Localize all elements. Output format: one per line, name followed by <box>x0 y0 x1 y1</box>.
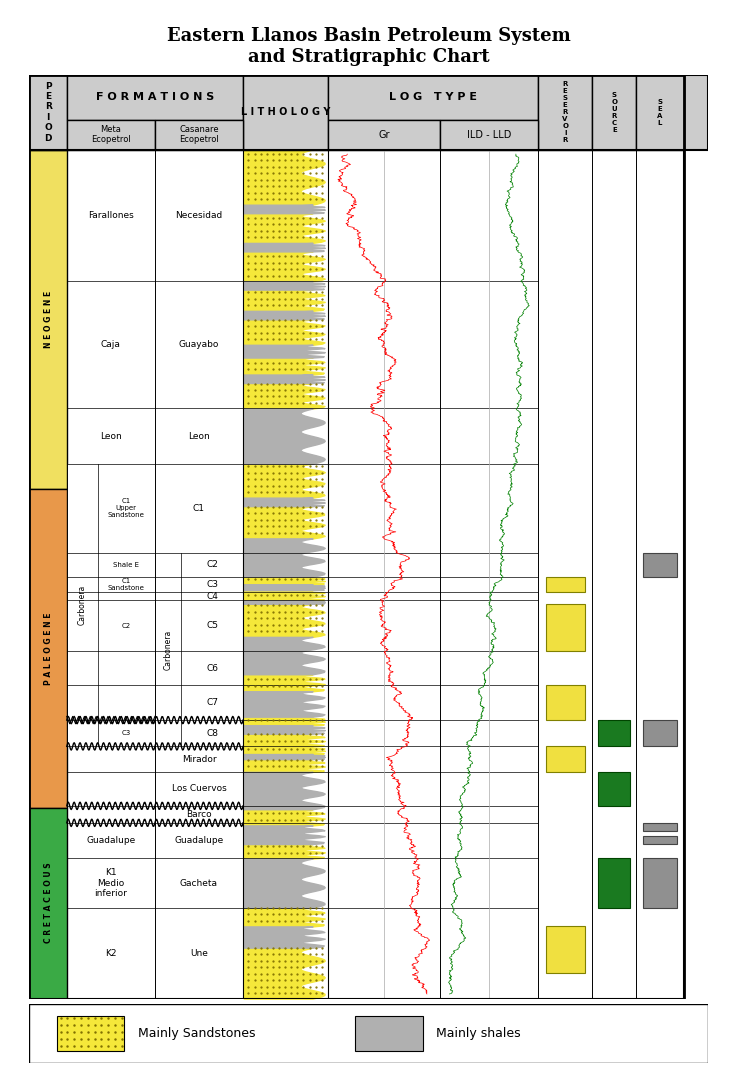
Text: Une: Une <box>190 948 208 958</box>
Text: Necesidad: Necesidad <box>175 210 223 220</box>
Text: Eastern Llanos Basin Petroleum System
and Stratigraphic Chart: Eastern Llanos Basin Petroleum System an… <box>167 27 570 65</box>
Text: C6: C6 <box>206 664 218 673</box>
Bar <box>643 553 677 577</box>
Text: Leon: Leon <box>188 431 210 441</box>
Bar <box>67 75 243 120</box>
Text: C1: C1 <box>193 504 205 513</box>
Text: C3: C3 <box>206 580 218 588</box>
Text: Mainly shales: Mainly shales <box>436 1026 521 1040</box>
Text: Guadalupe: Guadalupe <box>175 836 223 845</box>
Bar <box>243 150 328 999</box>
Text: Mirador: Mirador <box>182 755 216 764</box>
Bar <box>243 75 328 150</box>
Text: Carbonera: Carbonera <box>77 585 87 625</box>
Text: S
E
A
L: S E A L <box>657 98 663 126</box>
Bar <box>643 859 677 908</box>
Text: C7: C7 <box>206 698 218 707</box>
Text: P
E
R
I
O
D: P E R I O D <box>44 81 52 143</box>
Bar <box>643 835 677 844</box>
Bar <box>643 720 677 747</box>
Text: Guayabo: Guayabo <box>179 341 219 349</box>
Text: Meta
Ecopetrol: Meta Ecopetrol <box>91 125 130 144</box>
Text: Guadalupe: Guadalupe <box>86 836 136 845</box>
Text: Shale E: Shale E <box>113 562 139 568</box>
Bar <box>328 75 538 120</box>
Bar <box>355 1016 423 1051</box>
Bar <box>538 75 593 150</box>
Text: C3: C3 <box>122 731 131 736</box>
Text: F O R M A T I O N S: F O R M A T I O N S <box>96 92 214 103</box>
Text: Casanare
Ecopetrol: Casanare Ecopetrol <box>179 125 219 144</box>
Text: ILD - LLD: ILD - LLD <box>467 129 511 140</box>
Bar <box>67 120 155 150</box>
Bar <box>545 686 584 720</box>
Bar <box>636 75 684 150</box>
Text: L I T H O L O G Y: L I T H O L O G Y <box>241 107 330 117</box>
Bar <box>545 926 584 973</box>
Text: Mainly Sandstones: Mainly Sandstones <box>138 1026 256 1040</box>
Text: C2: C2 <box>122 623 131 629</box>
Text: C4: C4 <box>206 592 218 600</box>
Text: Barco: Barco <box>186 810 212 819</box>
Text: Leon: Leon <box>100 431 122 441</box>
Bar <box>440 120 538 150</box>
Text: K2: K2 <box>105 948 116 958</box>
Bar <box>29 75 67 150</box>
Text: C2: C2 <box>206 561 218 569</box>
Text: C1
Sandstone: C1 Sandstone <box>108 578 144 591</box>
Text: C1
Upper
Sandstone: C1 Upper Sandstone <box>108 499 144 518</box>
Bar <box>545 747 584 772</box>
Bar <box>545 603 584 651</box>
Bar <box>598 859 630 908</box>
Text: C8: C8 <box>206 728 218 738</box>
Bar <box>643 822 677 831</box>
Text: N E O G E N E: N E O G E N E <box>43 290 52 348</box>
Bar <box>243 150 328 999</box>
Bar <box>57 1016 125 1051</box>
Bar <box>67 464 155 747</box>
Text: Carbonera: Carbonera <box>164 629 172 670</box>
Bar <box>593 75 636 150</box>
Bar <box>29 150 67 489</box>
Bar <box>155 120 243 150</box>
Bar <box>29 75 708 150</box>
Text: Gacheta: Gacheta <box>180 879 218 888</box>
Text: C R E T A C E O U S: C R E T A C E O U S <box>43 863 52 943</box>
Bar <box>29 489 67 807</box>
Text: S
O
U
R
C
E: S O U R C E <box>611 92 618 132</box>
Text: Gr: Gr <box>378 129 390 140</box>
Bar <box>598 772 630 806</box>
Text: L O G   T Y P E: L O G T Y P E <box>389 92 477 103</box>
Bar <box>328 120 440 150</box>
Text: Caja: Caja <box>101 341 121 349</box>
Bar <box>29 807 67 999</box>
Text: R
E
S
E
R
V
O
I
R: R E S E R V O I R <box>562 81 568 143</box>
Text: Farallones: Farallones <box>88 210 133 220</box>
Bar <box>598 720 630 747</box>
Text: K1
Medio
inferior: K1 Medio inferior <box>94 868 128 898</box>
Text: C5: C5 <box>206 622 218 630</box>
Bar <box>545 577 584 592</box>
Text: P A L E O G E N E: P A L E O G E N E <box>43 612 52 685</box>
Text: Los Cuervos: Los Cuervos <box>172 784 226 794</box>
